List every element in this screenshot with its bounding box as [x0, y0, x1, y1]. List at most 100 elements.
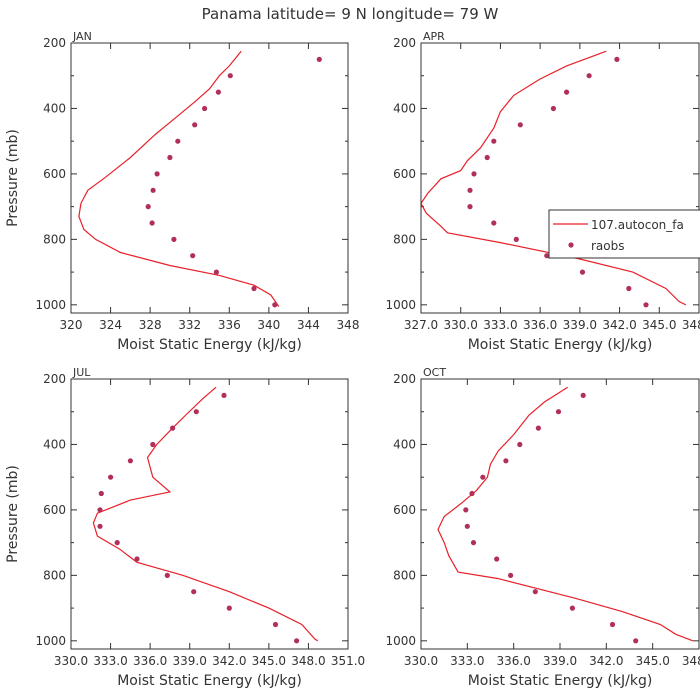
- series-line-model: [78, 50, 280, 307]
- y-tick-label: 400: [43, 101, 66, 115]
- x-tick-label: 348.0: [291, 654, 325, 668]
- y-tick-label: 800: [43, 232, 66, 246]
- raobs-point: [192, 122, 198, 128]
- x-tick-label: 342.0: [212, 654, 246, 668]
- raobs-point: [503, 458, 509, 464]
- raobs-point: [586, 73, 592, 79]
- raobs-point: [464, 523, 470, 529]
- raobs-point: [494, 556, 500, 562]
- raobs-point: [544, 253, 550, 259]
- raobs-point: [150, 187, 156, 193]
- y-tick-label: 400: [393, 437, 416, 451]
- raobs-point: [463, 507, 469, 513]
- raobs-point: [564, 89, 570, 95]
- legend-label-raobs: raobs: [591, 239, 625, 253]
- x-tick-label: 348.0: [682, 318, 700, 332]
- month-label: OCT: [423, 366, 446, 379]
- y-tick-label: 200: [43, 36, 66, 50]
- x-tick-label: 348: [337, 318, 360, 332]
- panel-apr: 327.0 330.0 333.0 336.0 339.0 342.0 345.0 348.0…: [385, 30, 700, 353]
- raobs-point: [480, 474, 486, 480]
- x-axis-label: Moist Static Energy (kJ/kg): [468, 673, 653, 689]
- chart-panels: 320 324 328 332 336 340 344 348 200 400 600 800 1000…: [5, 30, 700, 689]
- x-tick-label: 330.0: [54, 654, 88, 668]
- x-tick-label: 340: [257, 318, 280, 332]
- raobs-point: [221, 392, 227, 398]
- raobs-point: [150, 441, 156, 448]
- raobs-point: [226, 605, 232, 611]
- raobs-point: [467, 204, 473, 210]
- y-tick-label: 400: [393, 101, 416, 115]
- raobs-point: [579, 269, 586, 275]
- figure-title: Panama latitude= 9 N longitude= 79 W: [202, 5, 499, 23]
- raobs-point: [251, 285, 257, 292]
- y-tick-label: 200: [393, 36, 416, 50]
- raobs-point: [626, 285, 632, 292]
- raobs-point: [175, 138, 181, 144]
- x-axis-label: Moist Static Energy (kJ/kg): [117, 337, 302, 353]
- y-tick-label: 800: [393, 232, 416, 246]
- x-tick-label: 333.0: [93, 654, 127, 668]
- x-tick-label: 320: [60, 318, 83, 332]
- y-axis-label: Pressure (mb): [5, 129, 21, 227]
- y-tick-label: 800: [43, 568, 66, 582]
- plot-frame: [420, 378, 700, 650]
- raobs-point: [98, 490, 104, 497]
- y-tick-label: 1000: [385, 634, 416, 648]
- raobs-point: [470, 540, 477, 546]
- y-tick-label: 600: [43, 503, 66, 517]
- x-tick-label: 339.0: [173, 654, 207, 668]
- x-tick-label: 324: [99, 318, 122, 332]
- raobs-point: [167, 154, 173, 161]
- y-tick-label: 1000: [35, 298, 66, 312]
- raobs-point: [294, 638, 300, 644]
- legend: 107.autocon_fa raobs: [548, 209, 700, 259]
- legend-dot-swatch: [568, 242, 574, 248]
- month-label: JAN: [72, 30, 92, 43]
- plot-frame: [70, 42, 349, 314]
- raobs-point: [227, 73, 233, 79]
- x-tick-label: 342.0: [602, 318, 636, 332]
- legend-label-model: 107.autocon_fa: [591, 218, 684, 232]
- x-tick-label: 348.0: [682, 654, 700, 668]
- x-tick-label: 342.0: [589, 654, 623, 668]
- raobs-point: [491, 138, 497, 144]
- y-tick-label: 600: [43, 167, 66, 181]
- raobs-point: [469, 490, 475, 497]
- raobs-point: [555, 409, 562, 415]
- y-tick-label: 800: [393, 568, 416, 582]
- raobs-point: [609, 621, 616, 628]
- raobs-point: [97, 523, 103, 529]
- x-tick-label: 336.0: [496, 654, 530, 668]
- raobs-point: [614, 56, 620, 63]
- x-axis-label: Moist Static Energy (kJ/kg): [117, 673, 302, 689]
- x-tick-label: 327.0: [404, 318, 438, 332]
- raobs-point: [272, 302, 278, 308]
- x-tick-label: 339.0: [543, 654, 577, 668]
- month-label: JUL: [72, 366, 91, 379]
- raobs-point: [202, 105, 208, 112]
- raobs-point: [535, 425, 542, 431]
- raobs-point: [532, 589, 538, 595]
- raobs-point: [164, 572, 170, 579]
- raobs-point: [108, 474, 114, 480]
- x-tick-label: 345.0: [635, 654, 669, 668]
- raobs-point: [316, 56, 322, 63]
- raobs-point: [513, 236, 519, 242]
- panel-jul: 330.0 333.0 336.0 339.0 342.0 345.0 348.0 351.0…: [5, 366, 365, 689]
- raobs-point: [215, 89, 221, 95]
- series-line-model: [92, 386, 319, 642]
- x-tick-label: 330.0: [404, 654, 438, 668]
- y-tick-label: 600: [393, 167, 416, 181]
- raobs-point: [643, 302, 649, 308]
- raobs-point: [170, 425, 176, 431]
- x-tick-label: 333.0: [450, 654, 484, 668]
- y-tick-label: 600: [393, 503, 416, 517]
- raobs-point: [569, 605, 576, 611]
- x-tick-label: 339.0: [563, 318, 597, 332]
- raobs-point: [550, 105, 557, 112]
- raobs-point: [145, 204, 151, 210]
- raobs-point: [127, 458, 133, 464]
- raobs-point: [149, 220, 155, 226]
